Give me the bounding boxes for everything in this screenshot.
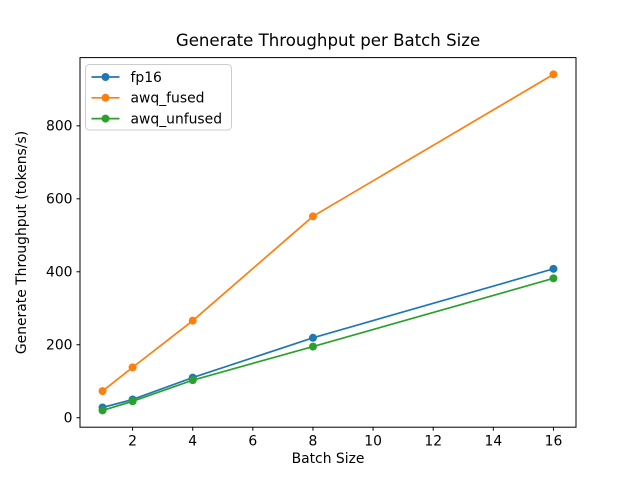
legend-frame — [85, 64, 232, 131]
series-marker-awq_unfused — [128, 397, 137, 406]
legend-marker-awq_fused — [101, 93, 110, 102]
series-marker-awq_fused — [128, 363, 137, 372]
series-marker-fp16 — [549, 264, 558, 273]
x-axis-label: Batch Size — [292, 451, 365, 467]
y-tick-label: 0 — [64, 411, 73, 427]
y-tick-label: 600 — [46, 192, 73, 208]
chart-title: Generate Throughput per Batch Size — [176, 31, 480, 50]
x-tick-label: 8 — [309, 434, 318, 450]
x-tick-label: 14 — [484, 434, 502, 450]
x-tick-label: 12 — [424, 434, 442, 450]
legend-label-awq_unfused: awq_unfused — [131, 111, 223, 127]
series-marker-awq_unfused — [98, 406, 107, 415]
x-tick-label: 6 — [248, 434, 257, 450]
y-tick-label: 800 — [46, 119, 73, 135]
legend-marker-awq_unfused — [101, 114, 110, 123]
y-tick-label: 400 — [46, 265, 73, 281]
legend: fp16 awq_fused awq_unfused — [85, 64, 232, 131]
x-tick-label: 10 — [364, 434, 382, 450]
series-marker-awq_unfused — [308, 342, 317, 351]
x-tick-label: 4 — [188, 434, 197, 450]
x-tick-label: 2 — [128, 434, 137, 450]
series-marker-awq_fused — [549, 70, 558, 79]
series-marker-awq_unfused — [188, 376, 197, 385]
series-marker-fp16 — [308, 333, 317, 342]
y-axis-label: Generate Throughput (tokens/s) — [14, 131, 30, 354]
y-tick-label: 200 — [46, 338, 73, 354]
legend-label-awq_fused: awq_fused — [131, 91, 205, 107]
legend-label-fp16: fp16 — [131, 70, 162, 86]
series-marker-awq_unfused — [549, 274, 558, 283]
x-tick-label: 16 — [545, 434, 563, 450]
series-marker-awq_fused — [308, 212, 317, 221]
series-marker-awq_fused — [98, 387, 107, 396]
series-marker-awq_fused — [188, 316, 197, 325]
legend-marker-fp16 — [101, 73, 110, 81]
